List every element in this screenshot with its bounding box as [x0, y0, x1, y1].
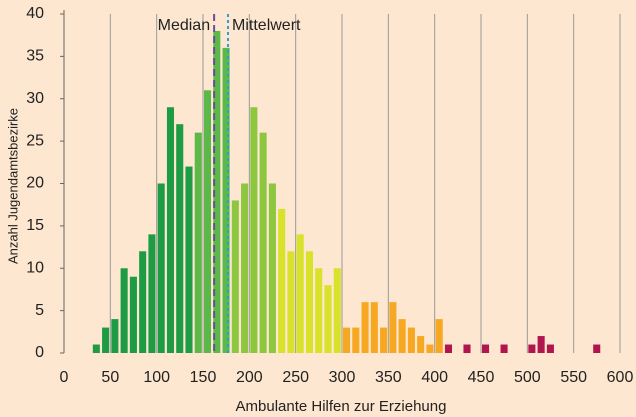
bar: [296, 234, 304, 353]
bar: [231, 200, 239, 353]
bar: [315, 268, 323, 353]
bar: [139, 251, 147, 353]
bar: [268, 183, 276, 353]
bar: [426, 344, 434, 353]
bar: [287, 251, 295, 353]
x-tick-label: 350: [375, 369, 402, 386]
bar: [361, 302, 369, 353]
bar: [352, 327, 360, 353]
y-axis-label: Anzahl Jugendamtsbezirke: [5, 108, 20, 264]
bar: [166, 107, 174, 353]
bar: [204, 90, 212, 354]
bar: [194, 132, 202, 353]
bar: [185, 166, 193, 353]
x-tick-label: 300: [329, 369, 356, 386]
bar: [333, 268, 341, 353]
y-tick-label: 15: [26, 217, 44, 234]
bar: [380, 327, 388, 353]
bar: [463, 344, 471, 353]
bar: [157, 183, 165, 353]
bar: [546, 344, 554, 353]
bar: [417, 336, 425, 353]
x-tick-label: 400: [421, 369, 448, 386]
bar: [241, 183, 249, 353]
y-tick-label: 5: [35, 302, 44, 319]
bar: [370, 302, 378, 353]
bar: [537, 336, 545, 353]
bar: [343, 327, 351, 353]
bar: [259, 132, 267, 353]
x-tick-label: 550: [560, 369, 587, 386]
bar: [500, 344, 508, 353]
x-tick-label: 450: [468, 369, 495, 386]
y-tick-label: 20: [26, 175, 44, 192]
y-tick-label: 0: [35, 344, 44, 361]
x-axis-label: Ambulante Hilfen zur Erziehung: [236, 398, 447, 415]
bar: [120, 268, 128, 353]
mean-label: Mittelwert: [232, 17, 301, 34]
y-tick-label: 30: [26, 90, 44, 107]
bar: [528, 344, 536, 353]
bar: [305, 251, 313, 353]
y-tick-label: 25: [26, 132, 44, 149]
bar: [593, 344, 601, 353]
bar: [213, 30, 221, 353]
bar: [222, 47, 230, 354]
x-tick-label: 100: [143, 369, 170, 386]
bar: [324, 285, 332, 353]
y-tick-label: 10: [26, 259, 44, 276]
bar: [250, 107, 258, 353]
bar: [129, 276, 137, 353]
x-tick-label: 250: [282, 369, 309, 386]
x-tick-label: 150: [190, 369, 217, 386]
bar: [435, 319, 443, 353]
bar: [389, 302, 397, 353]
x-tick-label: 600: [607, 369, 634, 386]
x-tick-label: 50: [101, 369, 119, 386]
bar: [102, 327, 110, 353]
bar: [278, 208, 286, 353]
median-label: Median: [158, 17, 210, 34]
y-tick-label: 40: [26, 5, 44, 22]
bar: [148, 234, 156, 353]
x-tick-label: 500: [514, 369, 541, 386]
bar: [92, 344, 100, 353]
x-tick-label: 0: [60, 369, 69, 386]
bar: [482, 344, 490, 353]
bar: [176, 124, 184, 353]
bar: [444, 344, 452, 353]
bar: [111, 319, 119, 353]
x-tick-label: 200: [236, 369, 263, 386]
bar: [398, 319, 406, 353]
bar: [407, 327, 415, 353]
y-tick-label: 35: [26, 48, 44, 65]
